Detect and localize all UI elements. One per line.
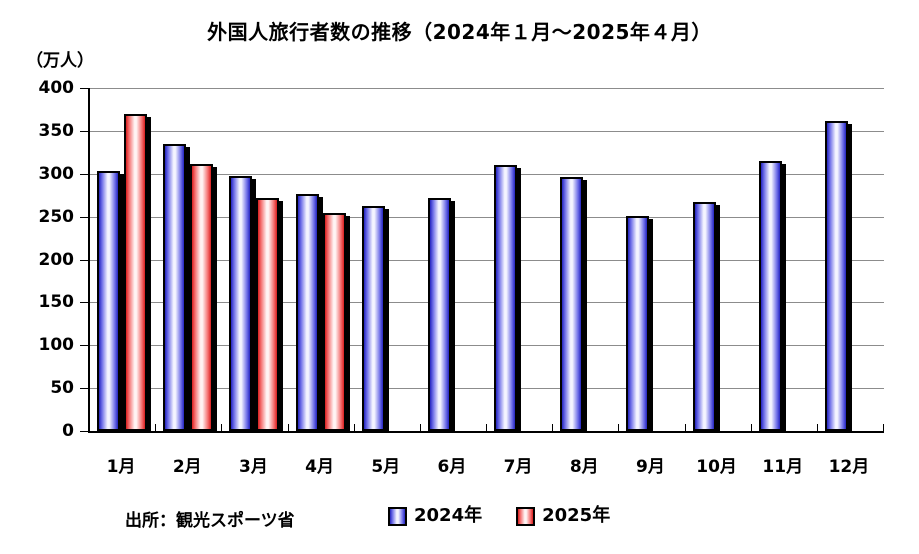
bar-2025年-1月 xyxy=(124,113,147,431)
category-cell-8月 xyxy=(553,88,620,431)
bars-container xyxy=(90,88,884,431)
y-tick-label: 50 xyxy=(50,378,74,399)
legend-swatch-2024年 xyxy=(388,506,407,526)
y-axis-tick xyxy=(80,302,88,304)
x-tick-label-8月: 8月 xyxy=(569,457,599,477)
x-axis-tick xyxy=(750,424,752,431)
legend-item-2024年: 2024年 xyxy=(388,505,482,527)
x-axis-tick xyxy=(816,424,818,431)
bar-2024年-1月 xyxy=(97,171,120,431)
x-tick-label-6月: 6月 xyxy=(437,457,467,477)
x-axis-tick xyxy=(287,424,289,431)
gridline xyxy=(90,388,884,390)
x-tick-label-1月: 1月 xyxy=(106,457,136,477)
legend-label-2024年: 2024年 xyxy=(414,505,483,526)
bar-2025年-2月 xyxy=(190,164,214,431)
category-cell-5月 xyxy=(355,88,421,431)
x-axis-tick xyxy=(883,424,884,431)
x-tick-label-9月: 9月 xyxy=(635,457,665,477)
bar-2024年-9月 xyxy=(626,215,650,431)
x-tick-label-12月: 12月 xyxy=(828,457,870,477)
y-axis-tick xyxy=(80,388,88,390)
gridline xyxy=(90,345,884,347)
y-tick-label: 0 xyxy=(62,421,74,441)
bar-2025年-3月 xyxy=(256,197,280,431)
x-tick-label-5月: 5月 xyxy=(371,457,401,477)
gridline xyxy=(90,259,884,261)
y-axis-tick xyxy=(80,431,88,432)
category-cell-3月 xyxy=(222,88,289,431)
y-axis-tick xyxy=(80,259,88,261)
x-tick-label-11月: 11月 xyxy=(762,457,804,477)
plot-area xyxy=(88,88,884,433)
x-tick-label-4月: 4月 xyxy=(305,457,334,477)
source-note: 出所：観光スポーツ省 xyxy=(125,511,295,531)
x-tick-label-2月: 2月 xyxy=(172,457,202,477)
bar-2025年-4月 xyxy=(322,213,346,431)
category-cell-1月 xyxy=(90,88,157,431)
x-tick-label-3月: 3月 xyxy=(238,457,268,477)
y-tick-label: 150 xyxy=(38,292,75,313)
y-tick-label: 100 xyxy=(38,335,75,356)
y-tick-label: 350 xyxy=(38,120,75,141)
bar-2024年-7月 xyxy=(494,165,518,431)
bar-2024年-10月 xyxy=(692,202,716,431)
gridline xyxy=(90,216,884,218)
y-axis-tick xyxy=(80,130,88,132)
bar-2024年-5月 xyxy=(361,206,385,431)
x-axis-tick xyxy=(155,424,157,431)
y-axis-tick xyxy=(80,216,88,218)
x-axis-tick xyxy=(353,424,355,431)
y-tick-label: 400 xyxy=(38,78,75,98)
x-tick-label-7月: 7月 xyxy=(503,457,533,477)
bar-2024年-2月 xyxy=(163,143,187,431)
legend-swatch-2025年 xyxy=(516,506,536,526)
category-cell-2月 xyxy=(156,88,223,431)
x-axis-tick xyxy=(552,424,554,431)
x-axis-tick xyxy=(419,424,421,431)
x-tick-label-10月: 10月 xyxy=(696,457,737,477)
bar-2024年-4月 xyxy=(295,194,319,431)
y-axis-tick xyxy=(80,345,88,347)
y-tick-label: 300 xyxy=(38,163,75,184)
y-axis-unit-label: （万人） xyxy=(26,51,94,71)
chart-title: 外国人旅行者数の推移（2024年１月～2025年４月） xyxy=(207,20,712,44)
x-axis-tick xyxy=(486,424,488,431)
gridline xyxy=(90,88,884,89)
bar-2024年-8月 xyxy=(560,177,584,431)
x-axis-tick xyxy=(618,424,620,431)
category-cell-10月 xyxy=(686,88,752,431)
y-axis-tick xyxy=(80,88,88,89)
legend: 2024年 2025年 xyxy=(388,505,644,527)
gridline xyxy=(90,302,884,304)
gridline xyxy=(90,130,884,132)
category-cell-11月 xyxy=(752,88,818,431)
bar-2024年-12月 xyxy=(824,120,848,431)
y-tick-label: 250 xyxy=(38,206,75,227)
category-cell-9月 xyxy=(619,88,686,431)
category-cell-6月 xyxy=(421,88,488,431)
legend-item-2025年: 2025年 xyxy=(516,505,610,527)
bar-2024年-6月 xyxy=(427,197,451,431)
legend-label-2025年: 2025年 xyxy=(542,505,611,526)
category-cell-12月 xyxy=(818,88,884,431)
y-tick-label: 200 xyxy=(38,249,75,270)
bar-2024年-3月 xyxy=(229,176,253,431)
category-cell-4月 xyxy=(289,88,355,431)
category-cell-7月 xyxy=(487,88,554,431)
bar-2024年-11月 xyxy=(758,160,782,431)
gridline xyxy=(90,173,884,175)
y-axis-tick xyxy=(80,173,88,175)
x-axis-tick xyxy=(684,424,686,431)
x-axis-tick xyxy=(221,424,223,431)
